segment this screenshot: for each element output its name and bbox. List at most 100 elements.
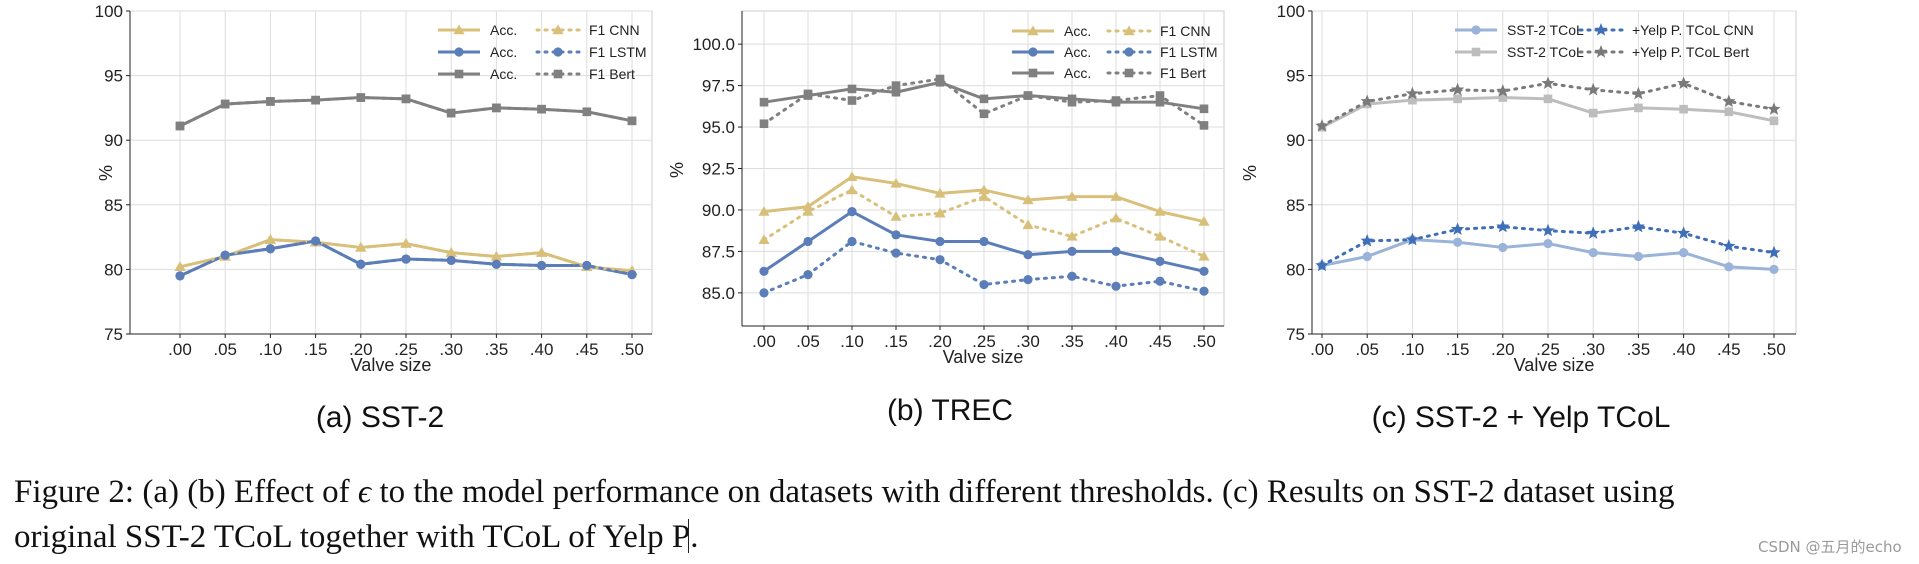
series--yelp-p-tcol-cnn <box>1315 219 1781 272</box>
data-point <box>1679 104 1688 114</box>
legend-marker <box>454 47 464 57</box>
data-point <box>264 234 276 244</box>
data-point <box>311 236 321 246</box>
data-point <box>1543 94 1553 104</box>
y-tick-label: 80 <box>104 260 123 279</box>
legend-label: Acc. <box>1064 65 1091 81</box>
x-tick-label: .35 <box>1060 332 1084 351</box>
y-tick-label: 100 <box>1277 2 1305 21</box>
data-point <box>935 236 945 247</box>
data-point <box>1767 102 1781 115</box>
watermark: CSDN @五月的echo <box>1758 538 1902 556</box>
legend-label: F1 Bert <box>1160 65 1206 81</box>
data-point <box>445 247 457 257</box>
legend-label: Acc. <box>1064 44 1091 60</box>
legend-label: F1 Bert <box>589 66 635 82</box>
data-point <box>311 95 320 105</box>
legend-marker <box>553 47 563 57</box>
legend-label: F1 LSTM <box>589 44 647 60</box>
plot-area <box>1311 10 1797 335</box>
data-point <box>847 236 857 247</box>
y-tick-label: 100.0 <box>692 35 735 54</box>
y-tick-label: 100 <box>95 2 123 21</box>
data-point <box>220 99 230 109</box>
data-point <box>803 236 813 247</box>
data-point <box>175 271 185 281</box>
data-point <box>1154 206 1166 216</box>
legend-label: SST-2 TCoL <box>1507 22 1584 38</box>
legend-label: Acc. <box>490 22 517 38</box>
data-point <box>536 247 548 257</box>
data-point <box>846 184 858 195</box>
x-tick-label: .20 <box>1491 340 1515 359</box>
y-tick-label: 85 <box>1286 196 1305 215</box>
data-point <box>1066 191 1078 201</box>
data-point <box>1315 258 1329 272</box>
legend-marker <box>552 24 564 35</box>
x-tick-label: .35 <box>485 340 509 359</box>
data-point <box>1679 248 1689 258</box>
data-point <box>1676 76 1691 90</box>
data-point <box>891 230 901 240</box>
data-point <box>759 97 769 107</box>
chart-panel-b: .00 .05 .10 .15 .20 .25 .30 .35 .40 .45 .50 85.0 87.… <box>667 10 1225 427</box>
legend: SST-2 TCoL SST-2 TCoL +Yelp P. TCoL CNN +Ye… <box>1455 22 1754 60</box>
x-tick-label: .05 <box>1355 340 1379 359</box>
data-point <box>1023 250 1033 260</box>
legend-label: Acc. <box>1064 23 1091 39</box>
panel-subtitle: (c) SST-2 + Yelp TCoL <box>1372 401 1671 434</box>
chart-panel-c: .00 .05 .10 .15 .20 .25 .30 .35 .40 .45 .50 75 80 85 9… <box>1240 2 1797 434</box>
x-tick-label: .40 <box>1104 332 1128 351</box>
data-point <box>1023 91 1033 100</box>
data-point <box>978 191 990 201</box>
y-tick-label: 85.0 <box>702 284 735 303</box>
y-tick-label: 97.5 <box>702 77 735 96</box>
data-point <box>1498 242 1508 253</box>
data-point <box>979 236 989 247</box>
data-point <box>1199 121 1209 130</box>
y-tick-label: 85 <box>104 196 123 215</box>
data-point <box>1110 212 1122 223</box>
data-point <box>265 244 275 254</box>
series-f1-lstm <box>175 236 637 281</box>
x-tick-label: .25 <box>1536 340 1560 359</box>
legend-label: +Yelp P. TCoL CNN <box>1632 22 1754 38</box>
data-point <box>847 84 857 94</box>
data-point <box>1453 94 1462 104</box>
y-tick-label: 95 <box>104 67 123 86</box>
data-point <box>400 237 412 248</box>
data-point <box>220 250 230 260</box>
legend-marker <box>1027 25 1039 36</box>
x-tick-label: .05 <box>213 340 237 359</box>
data-point <box>1588 248 1598 258</box>
x-tick-label: .50 <box>620 340 644 359</box>
legend-marker <box>1124 68 1134 78</box>
data-point <box>847 207 857 217</box>
legend-label: F1 LSTM <box>1160 44 1218 60</box>
panel-subtitle: (b) TREC <box>887 394 1013 427</box>
data-point <box>1111 246 1121 256</box>
figure-caption-line-2: original SST-2 TCoL together with TCoL o… <box>14 519 698 554</box>
chart-panel-a: .00 .05 .10 .15 .20 .25 .30 .35 .40 .45 .50 75 80 85 9… <box>95 2 653 434</box>
legend-marker <box>454 69 464 79</box>
data-point <box>1541 76 1555 90</box>
y-tick-label: 75 <box>1286 325 1305 344</box>
x-axis-label: Valve size <box>1514 355 1595 375</box>
y-axis-label: % <box>96 165 116 181</box>
data-point <box>1067 97 1077 107</box>
x-tick-label: .40 <box>1672 340 1696 359</box>
legend-label: +Yelp P. TCoL Bert <box>1632 44 1749 60</box>
y-axis-label: % <box>667 162 687 178</box>
series-sst-2-tcol <box>1317 93 1779 132</box>
data-point <box>1722 94 1736 108</box>
data-point <box>1634 103 1643 113</box>
legend-marker <box>1471 47 1481 57</box>
caption-text-line-2: original SST-2 TCoL together with TCoL o… <box>14 519 691 555</box>
y-tick-label: 80 <box>1286 260 1305 279</box>
data-point <box>758 206 770 216</box>
x-tick-label: .05 <box>796 332 820 351</box>
data-point <box>1631 219 1646 233</box>
data-point <box>803 270 813 280</box>
data-point <box>401 254 411 264</box>
data-point <box>1067 271 1077 281</box>
